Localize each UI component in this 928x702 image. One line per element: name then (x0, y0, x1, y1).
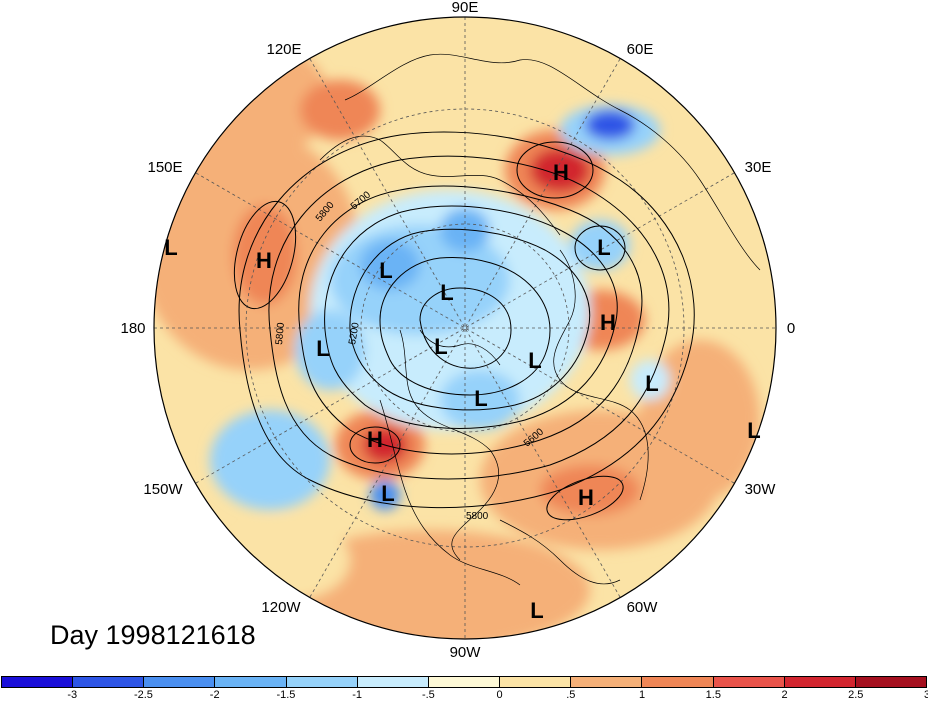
low-center: L (316, 336, 329, 361)
colorbar (1, 676, 927, 688)
lon-label-60e: 60E (626, 41, 654, 58)
lon-label-30e: 30E (744, 159, 772, 176)
low-center: L (747, 418, 760, 443)
colorbar-swatch (642, 677, 714, 687)
colorbar-swatch (286, 677, 358, 687)
colorbar-tick-label: 0 (496, 689, 503, 701)
colorbar-swatch (784, 677, 856, 687)
colorbar-swatch (144, 677, 216, 687)
low-center: L (474, 386, 487, 411)
high-center: H (367, 427, 383, 452)
contour-label: 5200 (347, 321, 362, 345)
colorbar-swatch (713, 677, 785, 687)
low-center: L (164, 235, 177, 260)
date-title: Day 1998121618 (50, 620, 256, 650)
contour-label: 5800 (274, 322, 287, 346)
polar-stereographic-map: 5700 5800 5800 5200 5600 5800 H H H H H … (153, 16, 777, 640)
colorbar-swatch (571, 677, 643, 687)
colorbar-swatch (428, 677, 501, 687)
colorbar-tick-label: .5 (566, 689, 576, 701)
coastlines (319, 53, 761, 586)
colorbar-swatch (2, 677, 74, 687)
lon-label-120w: 120W (261, 599, 301, 616)
lon-label-90w: 90W (449, 644, 481, 661)
low-center: L (379, 258, 392, 283)
colorbar-swatch (500, 677, 572, 687)
lon-label-90e: 90E (451, 0, 479, 16)
lon-label-150w: 150W (143, 481, 183, 498)
colorbar-tick-label: -2 (209, 689, 220, 701)
high-center: H (578, 485, 594, 510)
contour-label: 5800 (466, 511, 489, 522)
lon-label-30w: 30W (744, 481, 776, 498)
low-center: L (530, 598, 543, 623)
colorbar-tick-label: -1.5 (276, 689, 296, 701)
low-center: L (645, 371, 658, 396)
colorbar-swatch (73, 677, 145, 687)
lon-label-180: 180 (120, 320, 146, 337)
graticule (154, 17, 776, 639)
colorbar-tick-label: -3 (67, 689, 78, 701)
colorbar-swatch (215, 677, 287, 687)
pressure-centers: H H H H H L L L L L L L L L L L L (164, 160, 760, 623)
colorbar-swatch (855, 677, 927, 687)
lon-label-120e: 120E (266, 41, 302, 58)
colorbar-tick-label: 1.5 (705, 689, 721, 701)
low-center: L (597, 235, 610, 260)
low-center: L (381, 481, 394, 506)
high-center: H (256, 248, 272, 273)
low-center: L (528, 348, 541, 373)
lon-label-0: 0 (786, 320, 796, 337)
high-center: H (600, 310, 616, 335)
colorbar-tick-label: -1 (352, 689, 363, 701)
high-center: H (553, 160, 569, 185)
height-contours (233, 131, 695, 521)
low-center: L (434, 334, 447, 359)
colorbar-tick-label: -2.5 (133, 689, 153, 701)
colorbar-tick-label: 3 (923, 689, 928, 701)
anomaly-field (154, 17, 776, 639)
colorbar-tick-label: 2.5 (848, 689, 864, 701)
lon-label-60w: 60W (626, 599, 658, 616)
colorbar-tick-label: 1 (639, 689, 646, 701)
lon-label-150e: 150E (147, 159, 183, 176)
low-center: L (440, 280, 453, 305)
map-boundary (153, 16, 777, 640)
colorbar-swatch (357, 677, 429, 687)
colorbar-tick-label: -.5 (421, 689, 435, 701)
colorbar-tick-label: 2 (781, 689, 788, 701)
